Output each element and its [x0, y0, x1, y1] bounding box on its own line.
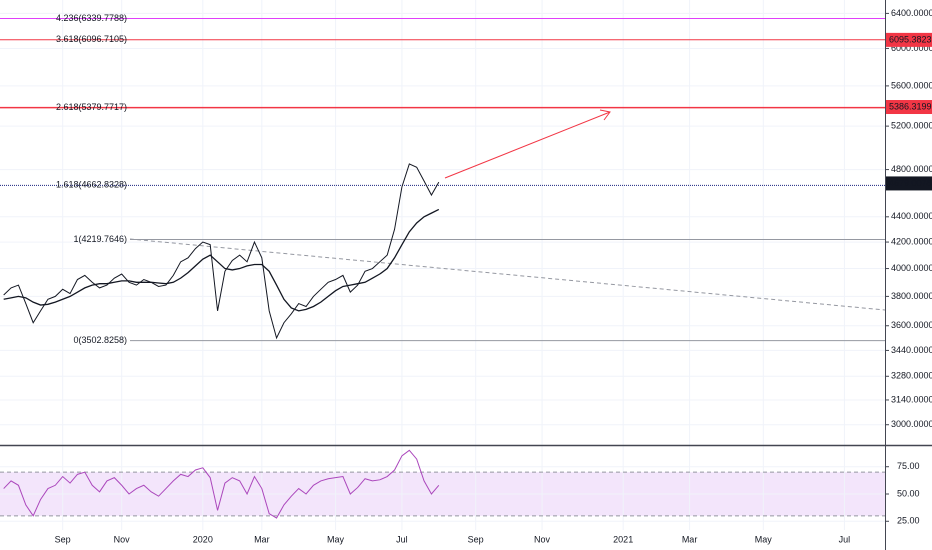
- rsi-line: [3, 449, 440, 519]
- x-tick-label: Nov: [114, 534, 131, 544]
- x-tick-label: Mar: [682, 534, 698, 544]
- x-tick-label: Sep: [468, 534, 484, 544]
- rsi-tick-label: 75.00: [897, 461, 920, 471]
- fib-label: 2.618(5379.7717): [56, 102, 127, 112]
- fib-label: 3.618(6096.7105): [56, 34, 127, 44]
- y-tick-label: 3440.0000: [891, 345, 932, 355]
- price-tag: [886, 176, 932, 191]
- rsi-tick-label: 25.00: [897, 516, 920, 526]
- fib-label: 4.236(6339.7788): [56, 13, 127, 23]
- y-tick-label: 5200.0000: [891, 120, 932, 130]
- price-tag-label: 6095.3823: [889, 34, 932, 44]
- y-tick-label: 3600.0000: [891, 320, 932, 330]
- y-tick-label: 4000.0000: [891, 263, 932, 273]
- y-tick-label: 3140.0000: [891, 394, 932, 404]
- fib-label: 1.618(4662.8328): [56, 180, 127, 190]
- y-tick-label: 4200.0000: [891, 236, 932, 246]
- arrow: [444, 111, 611, 179]
- price-line: [3, 163, 440, 340]
- x-tick-label: Nov: [534, 534, 551, 544]
- x-tick-label: May: [327, 534, 345, 544]
- rsi-tick-label: 50.00: [897, 488, 920, 498]
- trend-line: [129, 238, 886, 311]
- arrow-head: [599, 109, 611, 121]
- price-tag-label: 5386.3199: [889, 101, 932, 111]
- x-tick-label: Mar: [254, 534, 270, 544]
- y-tick-label: 3280.0000: [891, 371, 932, 381]
- y-tick-label: 3800.0000: [891, 291, 932, 301]
- price-tag: [886, 32, 932, 47]
- y-tick-label: 4400.0000: [891, 211, 932, 221]
- fib-label: 1(4219.7646): [73, 234, 127, 244]
- y-tick-label: 5600.0000: [891, 80, 932, 90]
- x-tick-label: Jul: [839, 534, 851, 544]
- price-tag-label: 4679.0078: [889, 178, 932, 188]
- price-tag: [886, 100, 932, 115]
- y-tick-label: 3000.0000: [891, 419, 932, 429]
- x-tick-label: Jul: [396, 534, 408, 544]
- fib-label: 0(3502.8258): [73, 335, 127, 345]
- y-tick-label: 6000.0000: [891, 43, 932, 53]
- x-tick-label: Sep: [55, 534, 71, 544]
- y-tick-label: 6400.0000: [891, 8, 932, 18]
- x-tick-label: 2021: [613, 534, 633, 544]
- y-tick-label: 4800.0000: [891, 164, 932, 174]
- price-line: [3, 208, 440, 312]
- x-tick-label: 2020: [193, 534, 213, 544]
- x-tick-label: May: [755, 534, 773, 544]
